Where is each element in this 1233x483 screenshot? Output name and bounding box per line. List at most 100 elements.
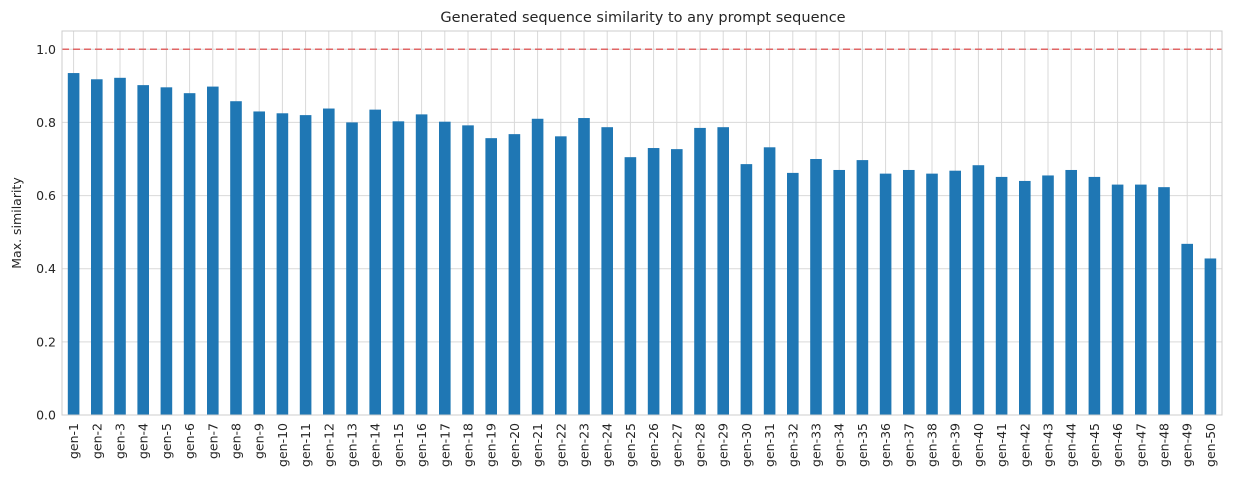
bar-gen-11 <box>299 115 312 415</box>
x-tick-label: gen-45 <box>1087 423 1102 467</box>
bar-gen-8 <box>230 101 242 416</box>
x-tick-label: gen-17 <box>437 423 452 467</box>
bar-gen-37 <box>903 169 915 415</box>
x-tick-label: gen-28 <box>693 423 708 467</box>
bar-gen-12 <box>323 108 335 415</box>
bar-gen-7 <box>207 86 219 416</box>
plot-frame <box>61 30 1223 416</box>
y-tick-label: 1.0 <box>36 42 56 57</box>
x-tick-label: gen-21 <box>530 423 545 467</box>
bar-gen-27 <box>671 149 683 415</box>
x-tick-label: gen-43 <box>1041 423 1056 467</box>
x-tick-label: gen-50 <box>1203 423 1218 467</box>
x-tick-label: gen-10 <box>275 423 290 467</box>
bar-gen-13 <box>346 122 358 415</box>
bar-gen-45 <box>1088 176 1101 415</box>
x-tick-label: gen-47 <box>1133 423 1148 467</box>
bar-gen-5 <box>160 87 173 415</box>
bar-gen-43 <box>1042 175 1054 415</box>
bar-gen-49 <box>1181 243 1193 415</box>
bar-gen-29 <box>717 127 729 415</box>
x-tick-label: gen-48 <box>1157 423 1172 467</box>
x-tick-label: gen-32 <box>785 423 800 467</box>
bar-gen-15 <box>392 121 405 416</box>
bars <box>67 73 1217 416</box>
bar-gen-9 <box>253 111 265 415</box>
x-tick-label: gen-19 <box>484 423 499 467</box>
bar-gen-1 <box>67 73 80 416</box>
bar-gen-47 <box>1135 184 1147 415</box>
x-tick-label: gen-3 <box>113 423 128 459</box>
x-tick-label: gen-25 <box>623 423 638 467</box>
x-tick-label: gen-44 <box>1064 423 1079 467</box>
bar-gen-16 <box>415 114 428 415</box>
x-tick-label: gen-35 <box>855 423 870 467</box>
bar-gen-34 <box>833 169 845 415</box>
x-tick-label: gen-49 <box>1180 423 1195 467</box>
x-tick-label: gen-37 <box>901 423 916 467</box>
bar-gen-21 <box>531 118 544 416</box>
x-tick-label: gen-38 <box>925 423 940 467</box>
x-tick-label: gen-11 <box>298 423 313 467</box>
bar-gen-22 <box>555 136 567 415</box>
x-tick-label: gen-14 <box>368 423 383 467</box>
x-tick-label: gen-31 <box>762 423 777 467</box>
bar-gen-25 <box>624 157 637 415</box>
x-tick-label: gen-29 <box>716 423 731 467</box>
bar-gen-38 <box>926 173 938 415</box>
x-tick-label: gen-40 <box>971 423 986 467</box>
bar-gen-2 <box>91 79 103 415</box>
x-tick-label: gen-46 <box>1110 423 1125 467</box>
x-tick-label: gen-13 <box>345 423 360 467</box>
y-tick-label: 0.2 <box>36 334 56 349</box>
bar-gen-39 <box>949 170 961 415</box>
x-tick-label: gen-30 <box>739 423 754 467</box>
bar-gen-33 <box>810 159 822 415</box>
bar-gen-36 <box>879 173 892 415</box>
bar-gen-24 <box>601 127 613 415</box>
x-tick-label: gen-23 <box>577 423 592 467</box>
bar-gen-17 <box>439 121 451 415</box>
bar-gen-20 <box>508 134 521 416</box>
bar-gen-50 <box>1204 258 1217 415</box>
x-tick-label: gen-6 <box>182 423 197 459</box>
x-tick-label: gen-16 <box>414 423 429 467</box>
bar-gen-42 <box>1019 180 1031 415</box>
bar-gen-41 <box>995 176 1008 415</box>
y-tick-label: 0.8 <box>36 115 56 130</box>
bar-gen-40 <box>972 165 985 415</box>
bar-gen-14 <box>369 109 381 415</box>
x-tick-label: gen-1 <box>66 423 81 459</box>
x-tick-label: gen-7 <box>205 423 220 459</box>
bar-gen-31 <box>763 147 776 415</box>
x-tick-label: gen-42 <box>1017 423 1032 467</box>
x-tick-label: gen-20 <box>507 423 522 467</box>
y-axis-label: Max. similarity <box>9 177 24 269</box>
bar-gen-30 <box>740 164 753 415</box>
x-tick-label: gen-22 <box>553 423 568 467</box>
bar-gen-19 <box>485 138 497 415</box>
x-tick-label: gen-41 <box>994 423 1009 467</box>
x-tick-label: gen-26 <box>646 423 661 467</box>
bar-gen-32 <box>787 172 799 415</box>
bar-gen-46 <box>1111 184 1124 415</box>
bar-gen-4 <box>137 85 149 415</box>
bar-gen-10 <box>276 113 289 416</box>
x-tick-label: gen-4 <box>136 423 151 459</box>
bar-gen-18 <box>462 125 474 416</box>
bar-gen-28 <box>694 127 706 416</box>
x-tick-label: gen-5 <box>159 423 174 459</box>
x-tick-label: gen-24 <box>600 423 615 467</box>
x-tick-label: gen-33 <box>809 423 824 467</box>
x-tick-label: gen-2 <box>89 423 104 459</box>
x-tick-label: gen-8 <box>229 423 244 459</box>
x-tick-label: gen-39 <box>948 423 963 467</box>
x-tick-label: gen-27 <box>669 423 684 467</box>
y-tick-label: 0.6 <box>36 188 56 203</box>
x-tick-label: gen-15 <box>391 423 406 467</box>
x-axis-ticks: gen-1 gen-2 gen-3 gen-4 gen-5 gen-6 gen-7 gen-8… <box>66 423 1218 467</box>
y-tick-label: 0.4 <box>36 261 56 276</box>
bar-gen-48 <box>1158 187 1170 415</box>
y-axis-ticks: 0.0 0.2 0.4 0.6 0.8 1.0 <box>36 42 56 423</box>
